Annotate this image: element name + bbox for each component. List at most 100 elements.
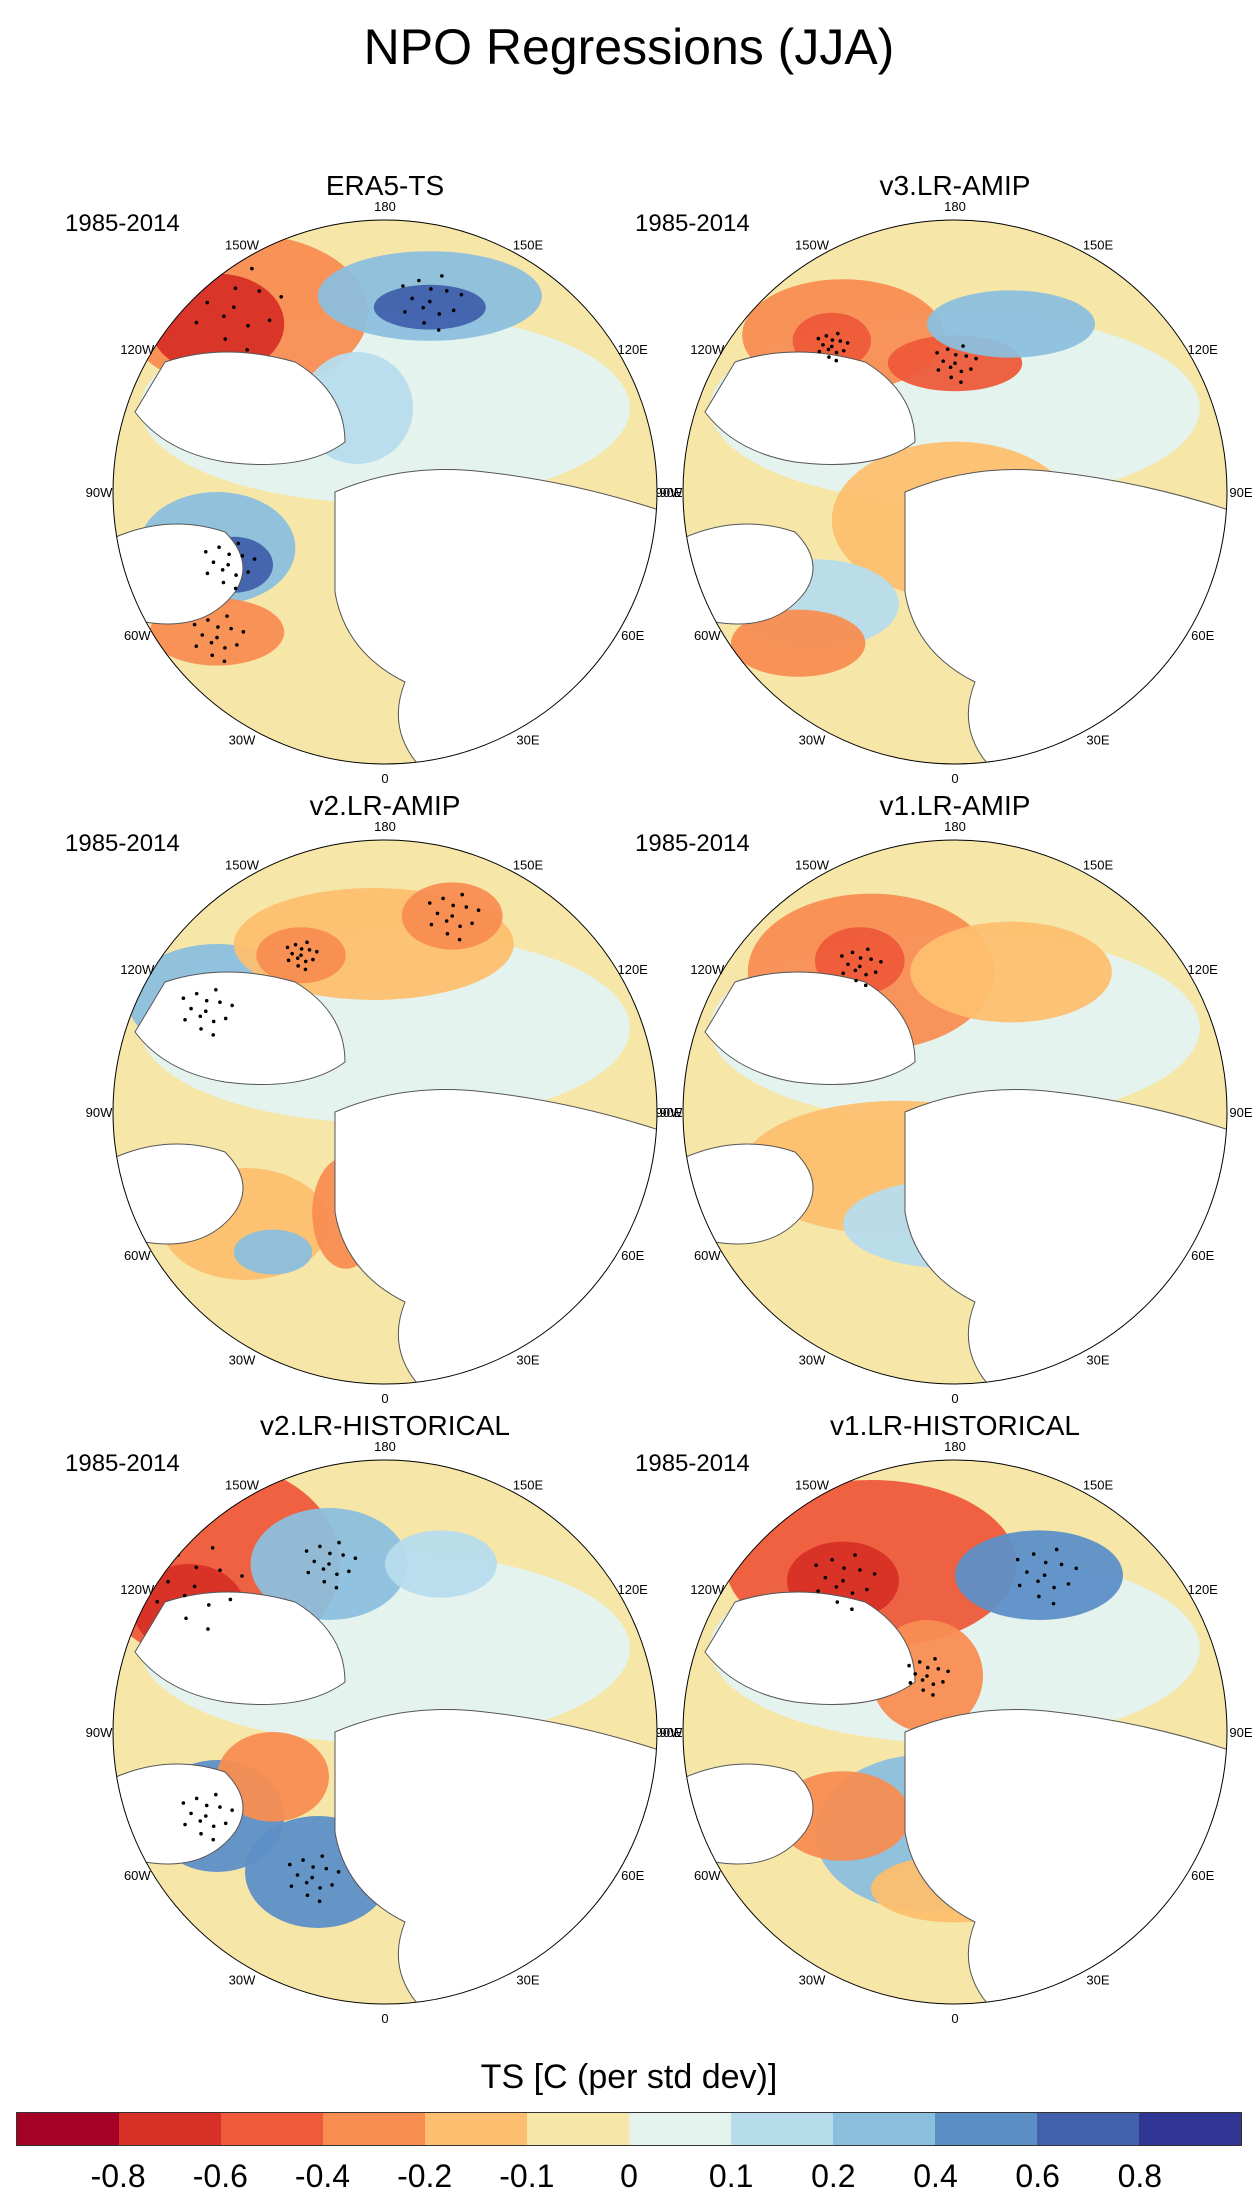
figure-title: NPO Regressions (JJA)	[363, 19, 895, 75]
longitude-label: 120W	[690, 962, 725, 977]
longitude-label: 90W	[656, 1105, 683, 1120]
panel-period: 1985-2014	[65, 830, 180, 857]
longitude-label: 120E	[617, 1582, 648, 1597]
longitude-label: 120W	[690, 1582, 725, 1597]
colorbar-tick-label: 0.6	[1015, 2158, 1060, 2194]
colorbar-swatch	[935, 2113, 1037, 2145]
polar-map: 180 150E 120E 90E 60E 30E 0 30W 60W 90W 120W 150W	[86, 199, 683, 786]
panel-title: v1.LR-AMIP	[879, 790, 1031, 821]
panel-period: 1985-2014	[65, 1450, 180, 1477]
colorbar-swatch	[1037, 2113, 1139, 2145]
longitude-label: 60W	[124, 1868, 151, 1883]
colorbar-swatch	[17, 2113, 119, 2145]
colorbar-swatch	[323, 2113, 425, 2145]
longitude-label: 0	[381, 2011, 388, 2026]
longitude-label: 0	[381, 771, 388, 786]
panel-title: v1.LR-HISTORICAL	[830, 1410, 1080, 1441]
longitude-label: 30W	[229, 733, 256, 748]
longitude-label: 30E	[516, 1353, 539, 1368]
longitude-label: 150E	[513, 237, 544, 252]
longitude-label: 150W	[795, 857, 830, 872]
longitude-label: 60W	[124, 1248, 151, 1263]
longitude-label: 30E	[516, 733, 539, 748]
longitude-label: 120W	[120, 342, 155, 357]
longitude-label: 150W	[795, 237, 830, 252]
panel-title: v2.LR-AMIP	[309, 790, 461, 821]
longitude-label: 60W	[694, 1248, 721, 1263]
colorbar-tick-label: -0.2	[397, 2158, 453, 2194]
longitude-label: 30E	[1086, 1973, 1109, 1988]
longitude-label: 30E	[1086, 1353, 1109, 1368]
longitude-label: 120E	[617, 342, 648, 357]
longitude-label: 60W	[694, 628, 721, 643]
longitude-label: 90W	[656, 1725, 683, 1740]
longitude-label: 90E	[1229, 1105, 1252, 1120]
colorbar-tick-label: 0.2	[811, 2158, 856, 2194]
longitude-label: 90E	[659, 485, 682, 500]
panel-period: 1985-2014	[65, 210, 180, 237]
longitude-label: 90W	[86, 1105, 113, 1120]
longitude-label: 180	[374, 819, 396, 834]
longitude-label: 90W	[86, 1725, 113, 1740]
colorbar-tick-label: -0.6	[192, 2158, 248, 2194]
colorbar-swatch	[731, 2113, 833, 2145]
colorbar-tick-label: 0.8	[1117, 2158, 1163, 2194]
polar-map: 180 150E 120E 90E 60E 30E 0 30W 60W 90W 120W 150W	[656, 1439, 1253, 2026]
map-panel-v1-lr-amip: v1.LR-AMIP 1985-2014 180 150E 120E 90E 60E 30…	[635, 790, 1253, 1406]
longitude-label: 120E	[1187, 962, 1218, 977]
longitude-label: 150E	[513, 1477, 544, 1492]
longitude-label: 90E	[1229, 485, 1252, 500]
longitude-label: 90E	[659, 1105, 682, 1120]
longitude-label: 150W	[795, 1477, 830, 1492]
longitude-label: 90W	[656, 485, 683, 500]
longitude-label: 30W	[229, 1973, 256, 1988]
polar-map: 180 150E 120E 90E 60E 30E 0 30W 60W 90W 120W 150W	[656, 819, 1253, 1406]
longitude-label: 60E	[1191, 628, 1214, 643]
longitude-label: 30E	[1086, 733, 1109, 748]
longitude-label: 30W	[799, 1353, 826, 1368]
longitude-label: 120W	[120, 1582, 155, 1597]
colorbar-tick-label: -0.1	[499, 2158, 555, 2194]
colorbar-swatch	[119, 2113, 221, 2145]
longitude-label: 150W	[225, 857, 260, 872]
longitude-label: 120W	[120, 962, 155, 977]
colorbar-ticks: -0.8 -0.6 -0.4 -0.2 -0.1 0 0.1 0.2 0.4 0.6 0.8	[0, 2158, 1258, 2198]
map-panel-era5: ERA5-TS 1985-2014 180 150E 120E 90E 60E 30E 0 3…	[65, 170, 683, 786]
longitude-label: 0	[381, 1391, 388, 1406]
longitude-label: 0	[951, 2011, 958, 2026]
longitude-label: 120W	[690, 342, 725, 357]
polar-map: 180 150E 120E 90E 60E 30E 0 30W 60W 90W 120W 150W	[86, 819, 683, 1406]
longitude-label: 180	[944, 199, 966, 214]
colorbar-swatch	[1139, 2113, 1241, 2145]
map-panel-v2-lr-historical: v2.LR-HISTORICAL 1985-2014 180 150E 120E 90…	[65, 1410, 683, 2026]
colorbar-tick-label: -0.8	[90, 2158, 146, 2194]
longitude-label: 60E	[621, 1868, 644, 1883]
longitude-label: 150E	[1083, 857, 1114, 872]
longitude-label: 60E	[1191, 1868, 1214, 1883]
longitude-label: 90W	[86, 485, 113, 500]
colorbar-swatch	[221, 2113, 323, 2145]
panel-title: v2.LR-HISTORICAL	[260, 1410, 510, 1441]
colorbar	[16, 2112, 1242, 2146]
map-panel-v2-lr-amip: v2.LR-AMIP 1985-2014 180 150E 120E 90E 60E 30…	[65, 790, 683, 1406]
colorbar-swatch	[527, 2113, 629, 2145]
longitude-label: 120E	[617, 962, 648, 977]
longitude-label: 60E	[621, 628, 644, 643]
longitude-label: 90E	[659, 1725, 682, 1740]
longitude-label: 180	[374, 199, 396, 214]
colorbar-tick-label: 0.4	[913, 2158, 958, 2194]
colorbar-swatch	[425, 2113, 527, 2145]
map-panel-v1-lr-historical: v1.LR-HISTORICAL 1985-2014 180 150E 120E 90…	[635, 1410, 1253, 2026]
longitude-label: 120E	[1187, 1582, 1218, 1597]
colorbar-tick-label: 0.1	[708, 2158, 754, 2194]
longitude-label: 60W	[124, 628, 151, 643]
longitude-label: 150W	[225, 237, 260, 252]
longitude-label: 0	[951, 1391, 958, 1406]
polar-map: 180 150E 120E 90E 60E 30E 0 30W 60W 90W 120W 150W	[86, 1439, 683, 2026]
longitude-label: 30E	[516, 1973, 539, 1988]
panel-title: ERA5-TS	[325, 170, 445, 201]
longitude-label: 150E	[513, 857, 544, 872]
colorbar-swatch	[833, 2113, 935, 2145]
polar-map: 180 150E 120E 90E 60E 30E 0 30W 60W 90W 120W 150W	[656, 199, 1253, 786]
longitude-label: 150E	[1083, 237, 1114, 252]
